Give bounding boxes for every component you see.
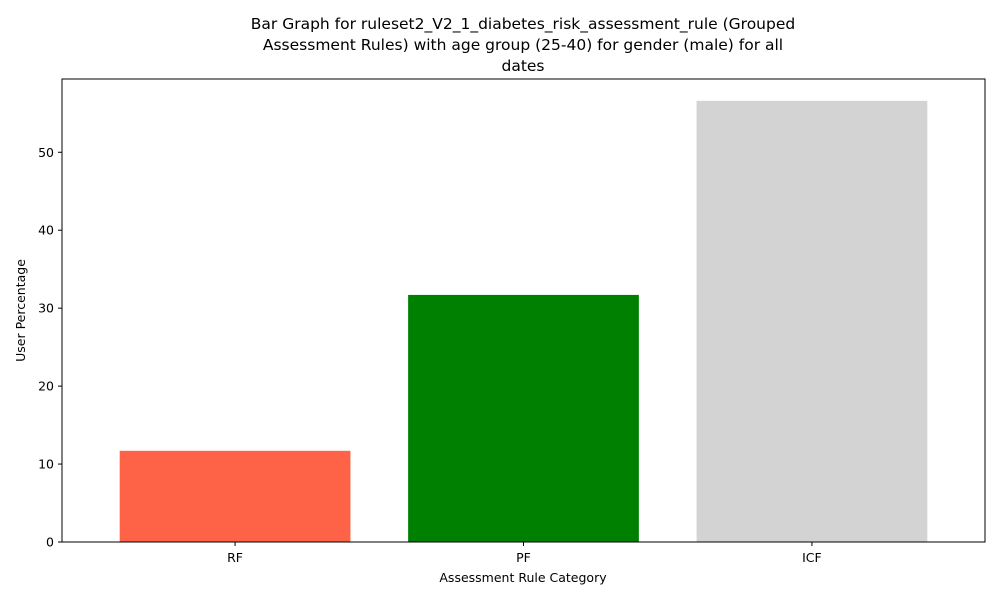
bar-pf — [408, 294, 639, 542]
y-tick-label-0: 0 — [46, 535, 54, 550]
plot-frame — [61, 78, 986, 543]
x-axis-label: Assessment Rule Category — [439, 570, 607, 585]
y-tick-label-30: 30 — [38, 301, 54, 316]
bar-icf — [696, 100, 928, 542]
y-axis: 0 10 20 30 40 50 — [38, 145, 62, 550]
y-tick-label-50: 50 — [38, 145, 54, 160]
chart-title-line-2: Assessment Rules) with age group (25-40)… — [263, 36, 783, 54]
y-axis-label: User Percentage — [13, 259, 28, 362]
y-tick-label-40: 40 — [38, 223, 54, 238]
chart-title-line-3: dates — [501, 57, 544, 75]
x-tick-label-rf: RF — [227, 550, 243, 565]
chart-title: Bar Graph for ruleset2_V2_1_diabetes_ris… — [251, 15, 795, 75]
y-tick-label-20: 20 — [38, 379, 54, 394]
bars-group — [119, 100, 928, 542]
x-axis: RF PF ICF — [227, 542, 822, 565]
y-tick-label-10: 10 — [38, 457, 54, 472]
x-tick-label-pf: PF — [516, 550, 531, 565]
x-tick-label-icf: ICF — [802, 550, 822, 565]
chart-title-line-1: Bar Graph for ruleset2_V2_1_diabetes_ris… — [251, 15, 795, 34]
bar-rf — [119, 450, 351, 542]
